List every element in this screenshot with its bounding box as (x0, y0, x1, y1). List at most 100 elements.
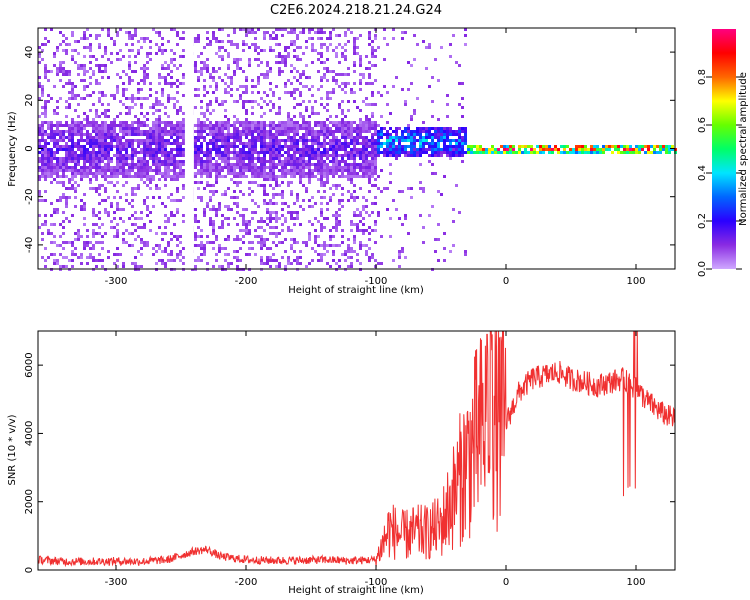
heatmap-cell (164, 157, 167, 160)
heatmap-cell (98, 217, 101, 220)
heatmap-cell (182, 94, 185, 97)
heatmap-cell (44, 115, 47, 118)
heatmap-cell (308, 148, 311, 151)
heatmap-cell (332, 157, 335, 160)
heatmap-cell (254, 124, 257, 127)
heatmap-cell (224, 142, 227, 145)
heatmap-cell (155, 250, 158, 253)
heatmap-cell (149, 145, 152, 148)
heatmap-cell (413, 112, 416, 115)
heatmap-cell (248, 160, 251, 163)
heatmap-cell (158, 142, 161, 145)
heatmap-cell (215, 181, 218, 184)
heatmap-cell (80, 130, 83, 133)
heatmap-cell (143, 241, 146, 244)
heatmap-cell (50, 232, 53, 235)
heatmap-cell (98, 91, 101, 94)
heatmap-cell (227, 166, 230, 169)
heatmap-cell (611, 145, 614, 148)
heatmap-cell (272, 175, 275, 178)
heatmap-cell (302, 169, 305, 172)
heatmap-cell (89, 67, 92, 70)
heatmap-cell (65, 256, 68, 259)
heatmap-cell (131, 127, 134, 130)
heatmap-cell (275, 184, 278, 187)
heatmap-cell (182, 76, 185, 79)
heatmap-cell (278, 163, 281, 166)
heatmap-cell (299, 76, 302, 79)
heatmap-cell (176, 100, 179, 103)
heatmap-cell (326, 124, 329, 127)
heatmap-cell (143, 124, 146, 127)
heatmap-cell (194, 208, 197, 211)
heatmap-cell (107, 175, 110, 178)
heatmap-cell (155, 262, 158, 265)
heatmap-cell (374, 34, 377, 37)
heatmap-cell (203, 136, 206, 139)
heatmap-cell (218, 166, 221, 169)
heatmap-cell (638, 145, 641, 148)
heatmap-cell (290, 157, 293, 160)
heatmap-cell (173, 154, 176, 157)
heatmap-cell (77, 52, 80, 55)
heatmap-cell (218, 127, 221, 130)
heatmap-cell (416, 148, 419, 151)
heatmap-cell (155, 166, 158, 169)
heatmap-cell (326, 67, 329, 70)
heatmap-cell (155, 244, 158, 247)
heatmap-cell (56, 166, 59, 169)
heatmap-cell (305, 172, 308, 175)
heatmap-cell (161, 151, 164, 154)
heatmap-cell (281, 193, 284, 196)
heatmap-cell (281, 196, 284, 199)
heatmap-cell (74, 163, 77, 166)
heatmap-cell (68, 91, 71, 94)
heatmap-cell (92, 160, 95, 163)
heatmap-cell (326, 127, 329, 130)
heatmap-cell (95, 37, 98, 40)
heatmap-cell (530, 148, 533, 151)
heatmap-cell (134, 187, 137, 190)
heatmap-cell (335, 151, 338, 154)
heatmap-cell (47, 163, 50, 166)
heatmap-cell (260, 115, 263, 118)
heatmap-cell (149, 40, 152, 43)
heatmap-cell (179, 127, 182, 130)
heatmap-cell (644, 151, 647, 154)
heatmap-cell (92, 208, 95, 211)
heatmap-cell (227, 172, 230, 175)
heatmap-cell (149, 52, 152, 55)
heatmap-cell (362, 76, 365, 79)
heatmap-cell (50, 175, 53, 178)
heatmap-cell (272, 148, 275, 151)
heatmap-cell (296, 163, 299, 166)
heatmap-cell (62, 172, 65, 175)
heatmap-cell (116, 58, 119, 61)
heatmap-cell (146, 151, 149, 154)
heatmap-cell (77, 139, 80, 142)
heatmap-cell (257, 175, 260, 178)
heatmap-cell (311, 112, 314, 115)
heatmap-cell (137, 175, 140, 178)
heatmap-cell (419, 136, 422, 139)
heatmap-cell (344, 73, 347, 76)
heatmap-cell (392, 259, 395, 262)
heatmap-cell (212, 148, 215, 151)
heatmap-cell (416, 154, 419, 157)
heatmap-cell (290, 142, 293, 145)
heatmap-cell (128, 232, 131, 235)
heatmap-cell (143, 166, 146, 169)
heatmap-cell (137, 97, 140, 100)
heatmap-cell (404, 214, 407, 217)
heatmap-cell (410, 145, 413, 148)
heatmap-cell (371, 139, 374, 142)
heatmap-cell (419, 133, 422, 136)
heatmap-cell (92, 229, 95, 232)
heatmap-cell (323, 172, 326, 175)
heatmap-cell (416, 133, 419, 136)
heatmap-cell (248, 124, 251, 127)
heatmap-cell (95, 157, 98, 160)
heatmap-cell (155, 100, 158, 103)
heatmap-cell (65, 70, 68, 73)
heatmap-cell (77, 64, 80, 67)
